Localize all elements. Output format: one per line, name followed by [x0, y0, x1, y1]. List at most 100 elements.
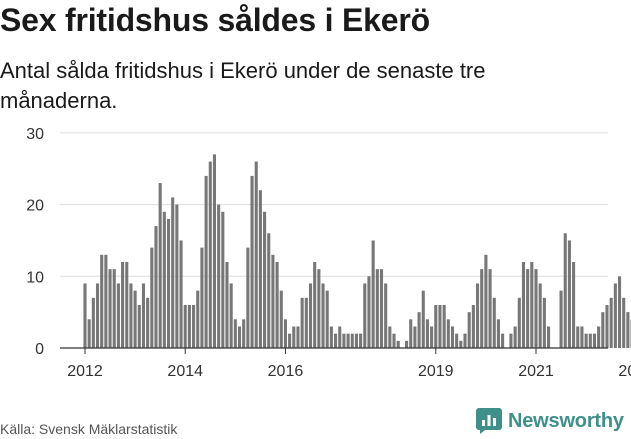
bar: [196, 290, 200, 348]
bar: [162, 211, 166, 348]
bar: [567, 240, 571, 348]
bar: [584, 333, 588, 348]
bar: [329, 326, 333, 348]
bar: [129, 283, 133, 348]
bar: [521, 261, 526, 348]
bar: [217, 204, 221, 348]
bar: [263, 211, 267, 348]
x-tick-label: 2012: [67, 363, 103, 380]
bar: [221, 211, 225, 348]
bar: [321, 283, 325, 348]
bar: [488, 269, 492, 348]
bar: [267, 233, 271, 348]
bar: [104, 254, 108, 348]
bar: [417, 312, 421, 348]
y-axis-labels: 0 10 20 30: [26, 126, 44, 358]
bar: [471, 304, 475, 348]
bar: [171, 197, 175, 348]
bar: [572, 261, 576, 348]
x-tick-label: 2021: [518, 363, 554, 380]
bar: [463, 333, 467, 348]
bar: [254, 161, 258, 348]
bar: [576, 326, 580, 348]
bar: [116, 283, 120, 348]
bar: [166, 218, 171, 348]
bar: [384, 283, 388, 348]
x-tick-label: 2016: [268, 363, 304, 380]
bar: [150, 247, 154, 348]
y-tick-label: 10: [26, 269, 44, 286]
bar: [158, 183, 162, 348]
bar: [379, 269, 384, 348]
source-note: Källa: Svensk Mäklarstatistik: [0, 421, 178, 437]
bar: [300, 297, 304, 348]
bar: [325, 290, 329, 348]
x-tick-label: 2014: [167, 363, 203, 380]
bar: [338, 326, 342, 348]
bar: [237, 326, 242, 348]
newsworthy-logo[interactable]: Newsworthy: [476, 406, 624, 436]
bar: [288, 333, 292, 348]
bar: [363, 283, 367, 348]
bar: [375, 269, 379, 348]
brand-name: Newsworthy: [508, 409, 624, 432]
bar: [91, 297, 95, 348]
bars: [83, 154, 631, 348]
bar: [605, 304, 609, 348]
bar: [517, 297, 521, 348]
bar: [275, 261, 279, 348]
bar: [617, 276, 622, 348]
bar: [501, 333, 505, 348]
bar: [434, 304, 438, 348]
bar: [484, 254, 488, 348]
bar: [108, 269, 112, 348]
bar: [179, 240, 183, 348]
bar: [304, 297, 308, 348]
y-tick-label: 30: [26, 126, 44, 143]
bar: [425, 319, 429, 348]
bar: [526, 269, 530, 348]
bar: [421, 290, 425, 348]
bar: [125, 261, 129, 348]
bar: [313, 261, 317, 348]
bar: [112, 269, 116, 348]
bar: [405, 340, 409, 348]
bar: [446, 319, 450, 348]
bar: [450, 326, 455, 348]
bar: [459, 340, 463, 348]
bar: [317, 269, 321, 348]
bar: [534, 269, 538, 348]
bar: [83, 283, 87, 348]
bar: [492, 297, 496, 348]
bar: [229, 283, 233, 348]
bar: [137, 304, 141, 348]
bar: [208, 161, 212, 348]
bar: [455, 333, 459, 348]
bar: [559, 290, 563, 348]
bar: [308, 283, 313, 348]
bar: [271, 254, 275, 348]
bar: [100, 254, 104, 348]
bar: [183, 304, 187, 348]
bar: [175, 204, 179, 348]
bar: [292, 326, 296, 348]
bar: [133, 290, 137, 348]
bar: [588, 333, 592, 348]
bar: [626, 312, 630, 348]
bar: [622, 297, 626, 348]
bar: [592, 333, 597, 348]
bar: [354, 333, 358, 348]
bar: [563, 233, 567, 348]
bar: [200, 247, 204, 348]
bar: [413, 326, 417, 348]
bar: [141, 283, 146, 348]
bar: [346, 333, 350, 348]
bar: [392, 333, 396, 348]
bar: [609, 297, 613, 348]
bar: [480, 269, 484, 348]
bar: [296, 326, 300, 348]
bar-chart-logo-icon: [476, 408, 502, 434]
bar: [121, 261, 125, 348]
bar: [334, 333, 338, 348]
